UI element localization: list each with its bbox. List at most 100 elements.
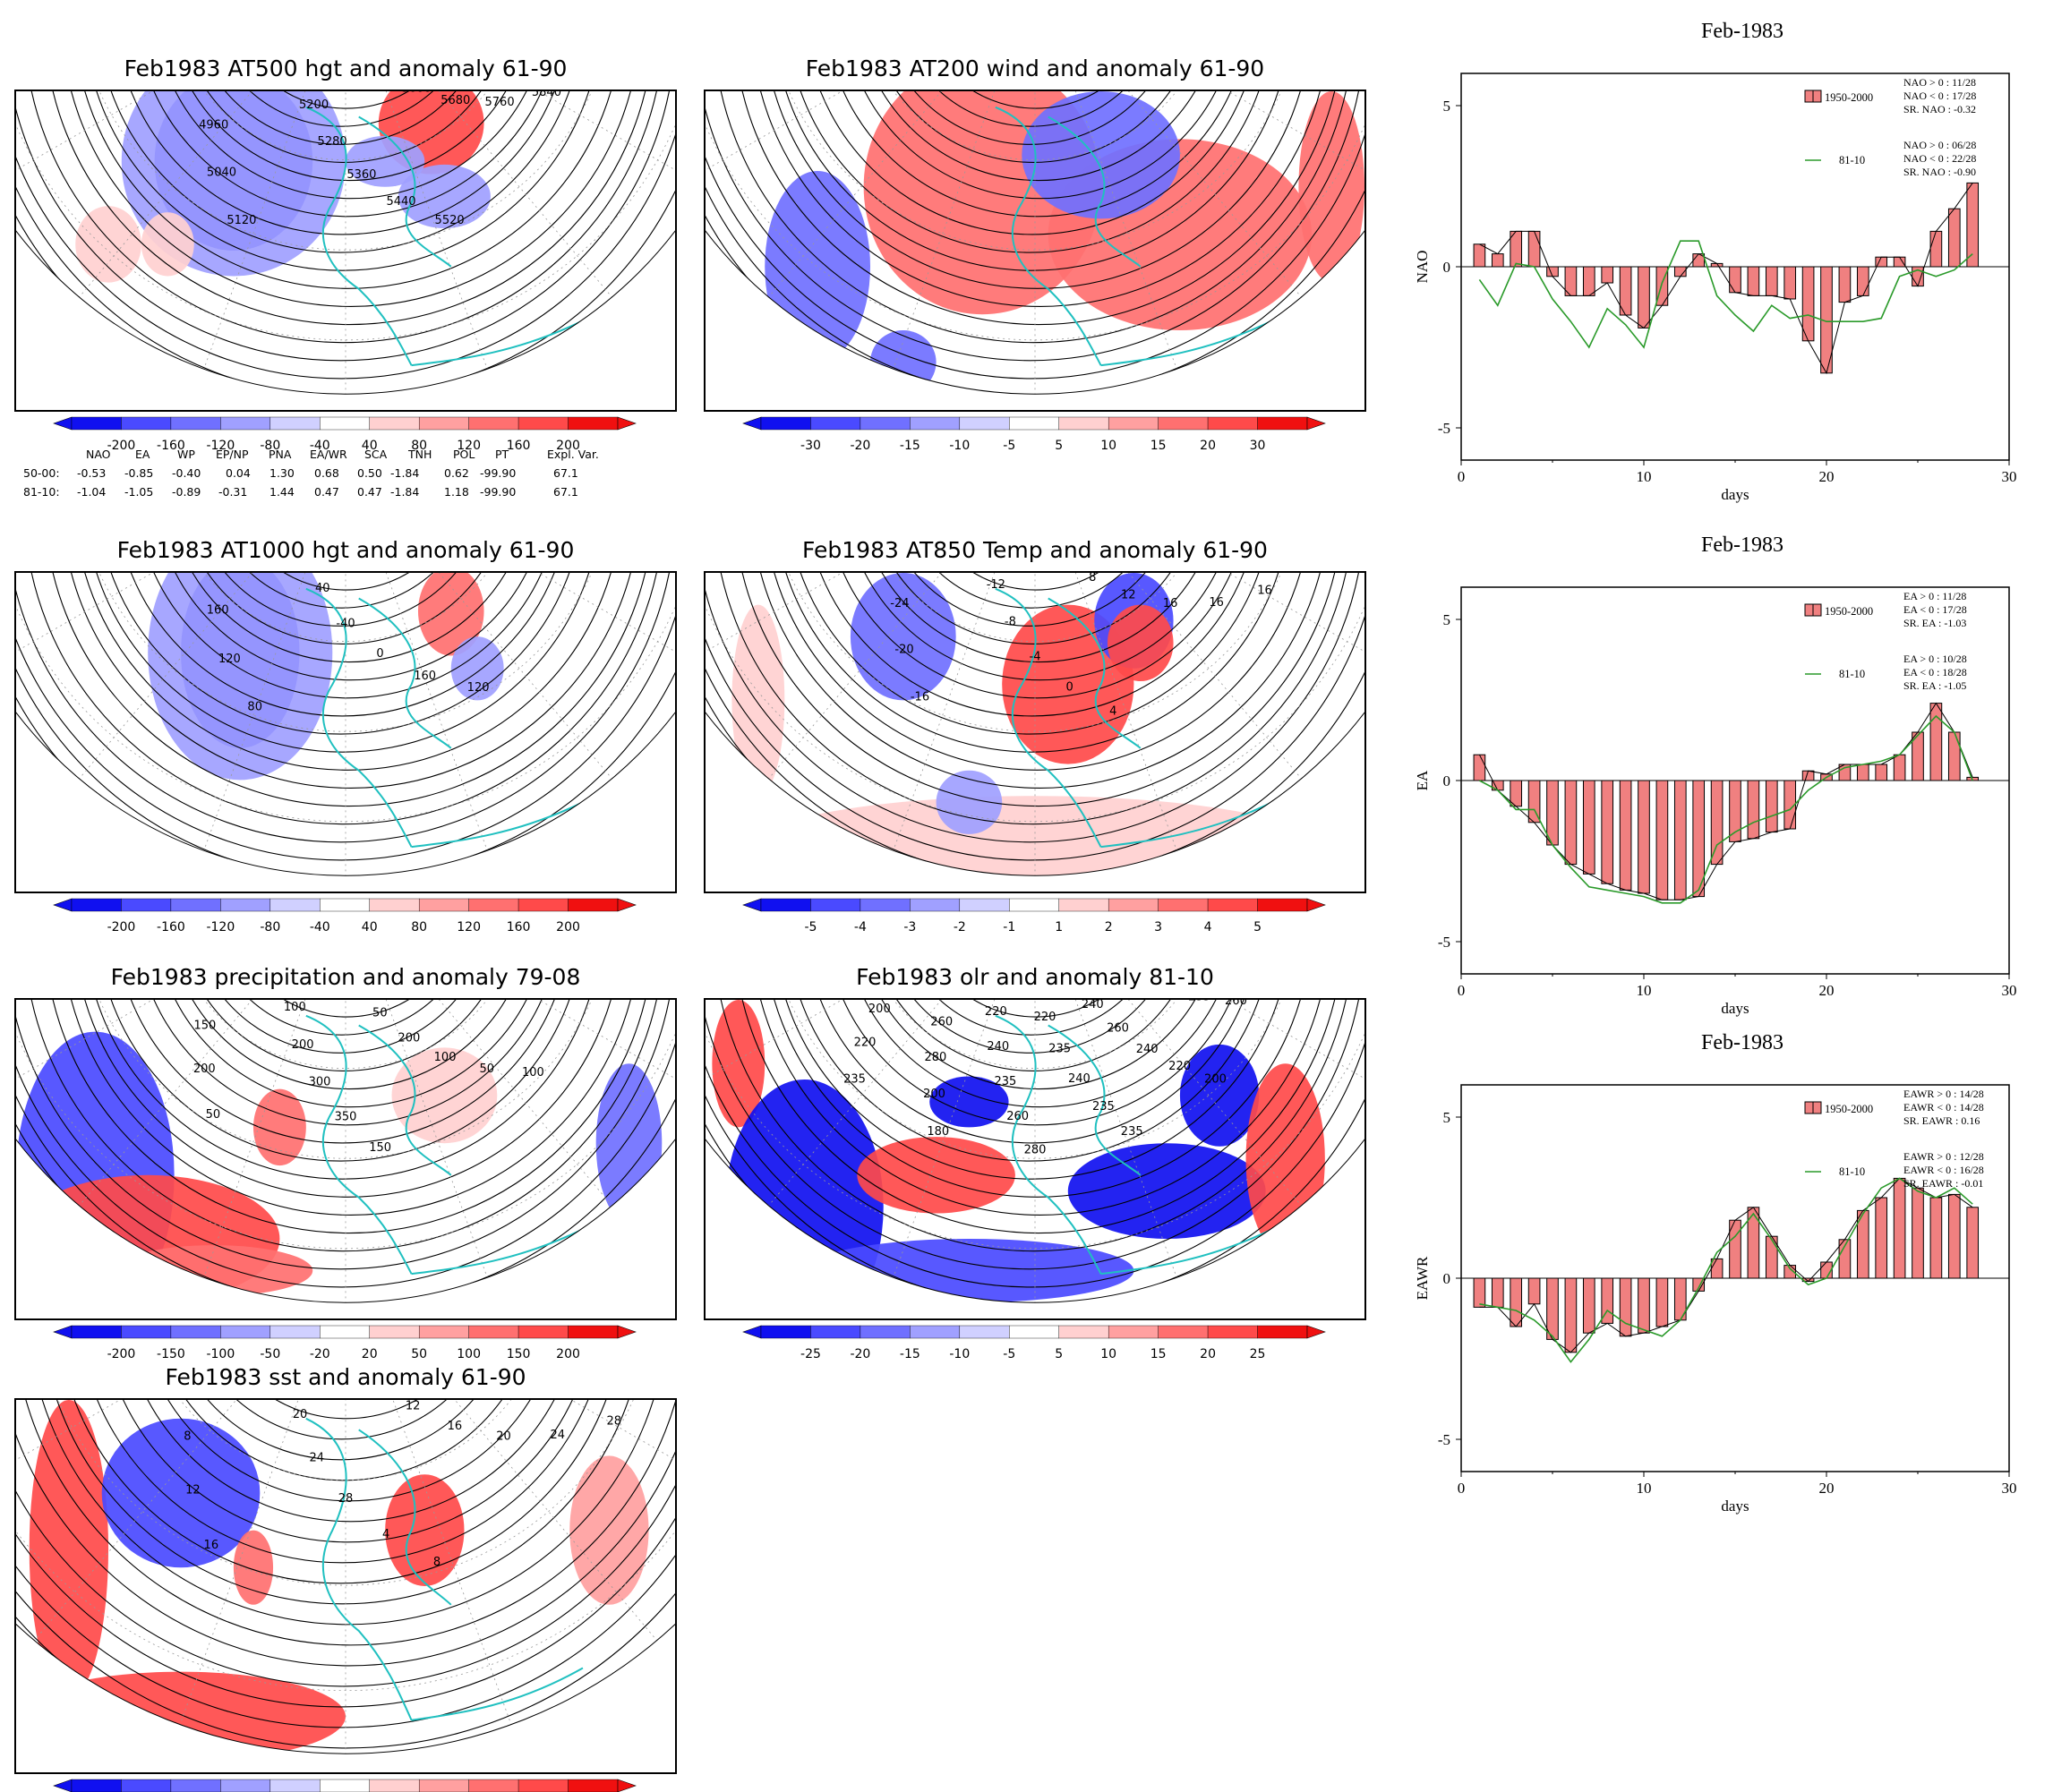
index-bar	[1638, 780, 1650, 894]
colorbar-tick-label: 25	[1249, 1347, 1266, 1361]
contour-label: 5680	[441, 94, 470, 107]
anomaly-shading	[1179, 1044, 1260, 1147]
index-bar	[1638, 1277, 1650, 1334]
tele-cell: -99.90	[480, 466, 517, 480]
colorbar-swatch	[269, 1325, 321, 1339]
contour-line	[16, 1000, 675, 1270]
tele-cell: 67.1	[553, 466, 578, 480]
map-panel-z500: 5120520049605040512052005280536054405520…	[14, 90, 677, 412]
colorbar-swatches	[53, 1779, 637, 1792]
contour-line	[877, 91, 1182, 145]
colorbar-swatch	[1257, 416, 1308, 431]
index-bar	[1473, 243, 1486, 268]
colorbar-labels: -200 -160 -120 -80 -40 40 80 120 160 200	[54, 439, 636, 457]
y-tick-label: 0	[1443, 772, 1451, 789]
colorbar-left-arrow	[742, 1325, 762, 1339]
x-axis-label: days	[1721, 486, 1749, 503]
anomaly-shading	[346, 135, 425, 187]
colorbar-swatch	[220, 1325, 271, 1339]
contour-line	[866, 1000, 1201, 1071]
colorbar-tick-label: 80	[411, 920, 428, 934]
contour-label: 8	[433, 1556, 441, 1569]
contour-label: 50	[206, 1108, 221, 1122]
index-bar	[1912, 1187, 1924, 1279]
index-bar	[1582, 1277, 1595, 1334]
colorbar-swatch	[760, 898, 811, 912]
anomaly-shading	[233, 1530, 274, 1605]
index-bar	[1947, 208, 1961, 268]
anomaly-shading	[101, 1418, 261, 1568]
colorbar-right-arrow	[617, 898, 637, 912]
parallel	[16, 91, 675, 341]
x-tick-label: 20	[1819, 468, 1835, 485]
anomaly-shading	[450, 636, 504, 701]
x-tick-label: 0	[1458, 982, 1466, 999]
colorbar-swatch	[71, 1325, 122, 1339]
y-axis-label: EA	[1414, 770, 1431, 790]
contour-label: 5360	[346, 168, 376, 182]
colorbar-z500: -200 -160 -120 -80 -40 40 80 120 160 200	[53, 416, 637, 460]
colorbar-right-arrow	[1306, 1325, 1326, 1339]
colorbar-labels: -200 -160 -120 -80 -40 40 80 120 160 200	[54, 920, 636, 938]
x-tick-label: 10	[1637, 982, 1652, 999]
index-line-81-10	[1478, 240, 1973, 349]
legend-stat: EA > 0 : 10/28	[1903, 653, 1967, 665]
index-bar	[1747, 780, 1760, 840]
colorbar-swatch	[468, 1325, 519, 1339]
index-chart-eawr: 0 10 20 30 5 0 -5 days EAWR 1950-2000 EAWR > 0 : 1…	[1414, 1084, 2017, 1515]
hemisphere-disk	[706, 573, 1364, 876]
colorbar-tick-label: 20	[1200, 439, 1216, 453]
meridian	[1034, 573, 1177, 851]
contour-line	[733, 573, 1344, 807]
contour-label: 235	[1188, 1000, 1210, 1004]
anomaly-shading	[929, 1076, 1009, 1128]
colorbar-tick-label: 80	[411, 439, 428, 453]
contour-line	[205, 91, 478, 127]
x-tick-label: 20	[1819, 982, 1835, 999]
contour-line	[750, 91, 1330, 307]
contour-line	[706, 573, 1364, 843]
x-tick-label: 20	[1819, 1480, 1835, 1497]
contour-label: 50	[372, 1006, 388, 1020]
contour-line	[894, 573, 1168, 609]
colorbar-swatch	[320, 898, 370, 912]
colorbar-tick-label: -15	[899, 439, 920, 453]
contour-line	[27, 1400, 669, 1626]
colorbar-swatch	[1257, 1325, 1308, 1339]
index-bar	[1893, 256, 1906, 268]
contour-line	[225, 1000, 468, 1018]
contour-label: 160	[207, 604, 229, 618]
contour-line	[843, 573, 1238, 681]
contour-label: -12	[987, 578, 1005, 592]
index-bar	[1947, 1193, 1961, 1279]
contour-line	[61, 573, 641, 789]
contour-line	[163, 1400, 518, 1461]
contour-line	[98, 1400, 597, 1543]
contour-line	[119, 1400, 582, 1523]
parallel	[16, 1000, 675, 1250]
tele-cell: -1.05	[124, 485, 154, 499]
contour-line	[856, 573, 1221, 663]
parallel	[16, 1400, 675, 1692]
meridian	[345, 1000, 488, 1278]
index-chart-nao: 0 10 20 30 5 0 -5 days NAO 1950-2000 NAO > 0 : 11/…	[1414, 73, 2017, 503]
hemisphere-edge	[16, 1623, 675, 1754]
map-title-z1000: Feb1983 AT1000 hgt and anomaly 61-90	[116, 537, 575, 563]
contour-label: 240	[1136, 1043, 1159, 1056]
colorbar-tick-label: -40	[309, 920, 330, 934]
contour-line	[894, 91, 1168, 127]
contour-line	[16, 1000, 675, 1288]
y-tick-label: 5	[1443, 611, 1451, 628]
colorbar-swatch	[1207, 898, 1258, 912]
colorbar-tick-label: 5	[1253, 920, 1262, 934]
legend-stat: SR. NAO : -0.32	[1903, 103, 1976, 115]
contour-line	[706, 1000, 1364, 1288]
contour-line	[83, 91, 603, 271]
hemisphere-edge	[706, 1139, 1364, 1303]
colorbar-tick-label: 5	[1055, 439, 1064, 453]
index-bar	[1947, 731, 1961, 781]
contour-line	[894, 1000, 1168, 1036]
meridian	[1034, 573, 1364, 670]
contour-line	[824, 1000, 1251, 1126]
tele-cell: -0.53	[77, 466, 107, 480]
